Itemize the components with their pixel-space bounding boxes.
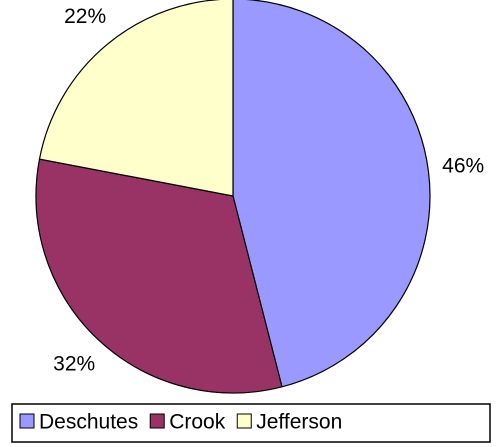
data-label: 32% [53, 353, 95, 376]
pie-slice [232, 0, 431, 388]
legend-label: Deschutes [39, 411, 138, 434]
pie-slice [35, 158, 283, 394]
data-label: 46% [442, 154, 484, 177]
pie-slice [38, 0, 234, 197]
legend-swatch [149, 413, 165, 429]
legend-label: Crook [169, 411, 226, 434]
legend-swatch [19, 413, 35, 429]
legend-swatch [236, 413, 252, 429]
data-label: 22% [64, 5, 106, 28]
legend-label: Jefferson [256, 411, 342, 434]
